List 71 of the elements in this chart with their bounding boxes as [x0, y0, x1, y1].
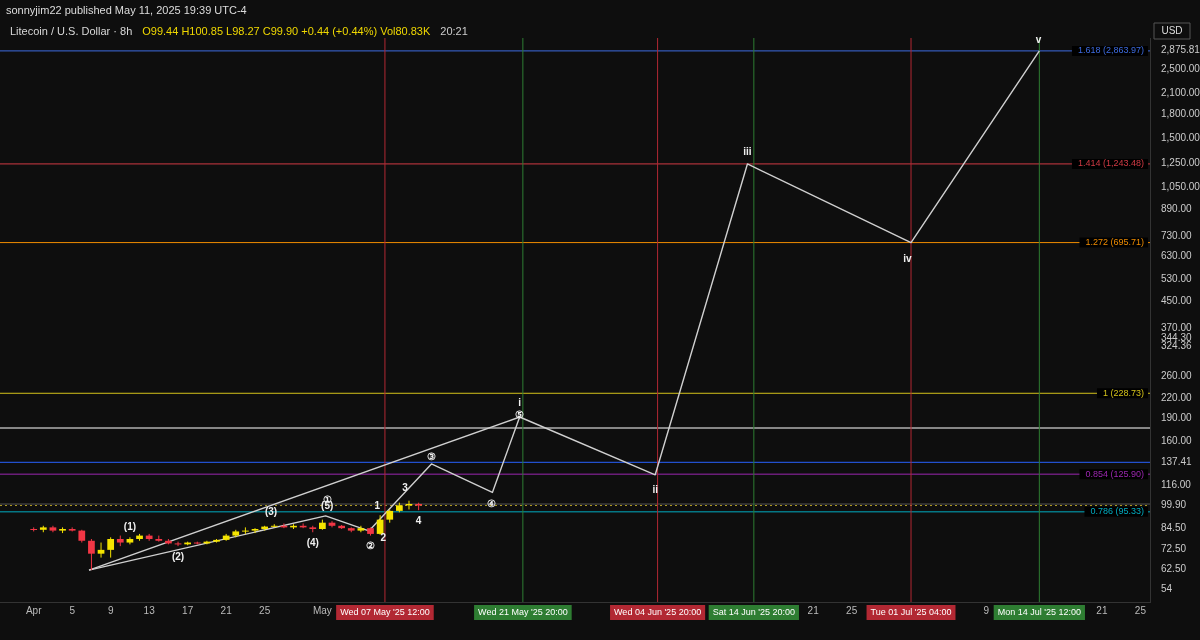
y-tick-label: 1,500.00 [1161, 132, 1200, 144]
ref-line-label: 1.618 (2,863.97) [1077, 45, 1144, 56]
annotation: iv [903, 253, 913, 265]
y-tick-label: 160.00 [1161, 435, 1193, 447]
x-tick-label: 21 [220, 604, 233, 616]
y-tick-label: 2,875.81 [1161, 44, 1200, 56]
ref-line-label: Sat 14 Jun '25 20:00 [712, 607, 795, 618]
x-tick-label: 5 [69, 604, 76, 616]
annotation: ⑤ [515, 408, 525, 420]
chart-title: Litecoin / U.S. Dollar · 8h [10, 25, 133, 38]
annotation: ② [366, 540, 375, 552]
ref-line-label: 1 (228.73) [1102, 387, 1144, 398]
ref-line-label: 1.414 (1,243.48) [1077, 158, 1144, 169]
x-tick-label: Apr [25, 604, 43, 616]
x-tick-label: 17 [182, 604, 194, 616]
annotation: i [518, 396, 522, 408]
ref-line-label: Wed 04 Jun '25 20:00 [614, 607, 702, 618]
y-tick-label: 137.41 [1161, 456, 1193, 468]
annotation: (3) [264, 505, 278, 517]
y-tick-label: 62.50 [1161, 562, 1187, 574]
ref-line-label: Mon 14 Jul '25 12:00 [997, 607, 1081, 618]
annotation: 3 [402, 481, 409, 493]
y-tick-label: 1,250.00 [1161, 156, 1200, 168]
ref-line-label: 1.272 (695.71) [1085, 237, 1144, 248]
y-tick-label: 450.00 [1161, 295, 1193, 307]
y-tick-label: 370.00 [1161, 321, 1193, 333]
text: sonnyjim22 published May 11, 2025 19:39 UTC-4 [5, 3, 248, 18]
x-tick-label: 21 [807, 604, 820, 616]
x-tick-label: 9 [983, 604, 990, 616]
y-tick-label: 99.90 [1161, 499, 1187, 511]
chart-subtitle: O99.44 H100.85 L98.27 C99.90 +0.44 (+0.44%) Vol80.83K [142, 25, 431, 38]
y-tick-label: 2,500.00 [1161, 63, 1200, 75]
ref-line-label: 0.854 (125.90) [1085, 468, 1144, 479]
annotation: ii [652, 483, 659, 495]
x-tick-label: 25 [846, 604, 858, 616]
annotation: 4 [415, 514, 422, 526]
ref-line-label: Wed 07 May '25 12:00 [340, 607, 430, 618]
annotation: ③ [426, 450, 436, 462]
y-tick-label: 260.00 [1161, 369, 1193, 381]
y-tick-label: 116.00 [1161, 479, 1192, 491]
y-tick-label: 220.00 [1161, 392, 1193, 404]
x-tick-label: 21 [1096, 604, 1108, 616]
y-tick-label: 890.00 [1161, 202, 1193, 214]
annotation: 1 [374, 499, 381, 511]
y-tick-label: 630.00 [1161, 249, 1193, 261]
annotation: 2 [380, 531, 387, 543]
annotation: iii [743, 145, 752, 157]
annotation: (1) [123, 521, 137, 533]
y-tick-label: 72.50 [1161, 542, 1187, 554]
y-tick-label: 84.50 [1161, 521, 1187, 533]
x-tick-label: 25 [1134, 604, 1147, 616]
x-tick-label: 25 [259, 604, 271, 616]
x-tick-label: May [312, 604, 332, 616]
y-tick-label: 54 [1161, 582, 1173, 594]
y-axis-title: USD [1161, 24, 1183, 36]
y-tick-label: 2,100.00 [1161, 86, 1200, 98]
y-tick-label: 190.00 [1161, 412, 1193, 424]
annotation: (4) [306, 537, 319, 548]
annotation: v [1035, 34, 1042, 46]
y-tick-label: 730.00 [1161, 229, 1193, 241]
x-tick-label: 13 [143, 604, 156, 616]
y-tick-label: 530.00 [1161, 273, 1193, 285]
annotation: (2) [171, 550, 185, 562]
ref-line-label: 0.786 (95.33) [1090, 506, 1144, 517]
annotation: ④ [487, 497, 497, 509]
y-tick-label: 1,050.00 [1161, 180, 1200, 192]
y-tick-label: 1,800.00 [1161, 107, 1200, 119]
x-tick-label: 9 [107, 604, 114, 616]
ref-line-label: Wed 21 May '25 20:00 [478, 607, 568, 618]
text: 20:21 [440, 25, 468, 38]
ref-line-label: Tue 01 Jul '25 04:00 [870, 607, 952, 618]
